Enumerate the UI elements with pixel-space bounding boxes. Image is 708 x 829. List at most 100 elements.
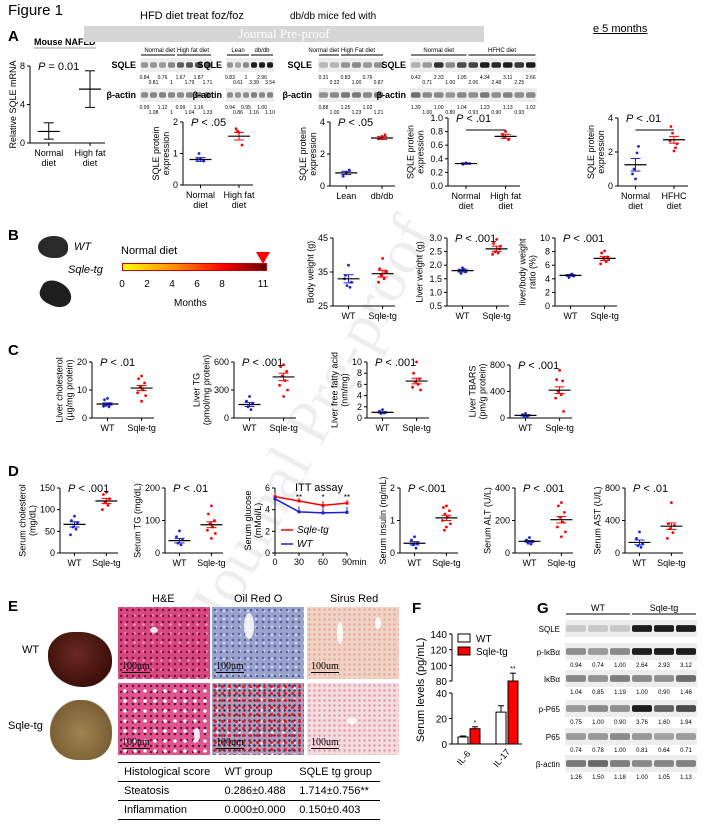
y-axis-label: Serum cholesterol	[17, 484, 27, 557]
blot-band	[186, 62, 193, 68]
y-tick-label: 8	[545, 247, 550, 257]
y-tick-label: 150	[40, 483, 55, 493]
series-line-Sqle-tg	[274, 495, 348, 507]
histology-sqle-tg-oil-red-o: 100um	[212, 683, 304, 755]
endpoint-marker-icon	[256, 252, 270, 264]
data-point	[377, 280, 380, 284]
blot-quant-value: 0.83	[341, 75, 351, 81]
p-symbol: P	[456, 113, 464, 125]
data-point	[278, 383, 281, 387]
blot-quant-value: 1	[245, 75, 248, 81]
blot-membrane	[565, 728, 697, 745]
p-value: P < .001	[563, 233, 604, 245]
blot-title-2: db/db mice fed with	[290, 11, 377, 22]
blot-band	[204, 62, 211, 68]
figure-title: Figure 1	[8, 2, 64, 19]
y-tick-label: 8	[20, 61, 25, 71]
table-header-row: Histological score WT group SQLE tg grou…	[118, 762, 380, 782]
data-point	[179, 543, 183, 547]
blot-quant-value: 1.00	[636, 775, 648, 781]
x-tick-label: WT	[173, 558, 187, 568]
p-value-text: < .01	[463, 113, 491, 125]
y-tick-label: 0	[441, 740, 447, 751]
data-point	[178, 529, 181, 533]
mouse-nafld-label: Mouse NAFLD	[34, 37, 96, 49]
blot-band	[251, 62, 257, 68]
p-value: P < .01	[173, 483, 208, 495]
blot-band	[445, 62, 455, 68]
blot-band	[177, 92, 184, 98]
blot-band	[330, 92, 339, 98]
data-point	[449, 522, 452, 526]
data-point	[297, 510, 301, 514]
blot-group-label: High fat diet	[177, 48, 209, 54]
significance-marker: **	[344, 493, 350, 502]
data-point	[491, 252, 494, 256]
data-point	[245, 399, 248, 403]
timeline-bar	[122, 263, 267, 271]
p-value: P < .01	[100, 357, 135, 369]
data-point	[419, 388, 422, 392]
data-point	[410, 538, 413, 542]
p-value: P < .001	[68, 483, 109, 495]
y-tick-label: 2	[545, 287, 550, 297]
x-tick-label: WT	[408, 558, 422, 568]
blot-quant-value: 0.76	[363, 75, 373, 81]
blot-band	[341, 92, 350, 98]
blot-band	[363, 92, 372, 98]
y-tick-label: 0	[82, 413, 87, 423]
data-point	[144, 394, 148, 397]
blot-quant-value: 1	[170, 110, 173, 116]
x-tick-label: Normal	[186, 190, 215, 200]
blot-band	[610, 675, 630, 682]
y-axis-label: (pmol/mg protein)	[201, 355, 211, 426]
blot-quant-value: 1.10	[265, 110, 275, 116]
y-axis-label: (nm/mg)	[340, 373, 350, 407]
data-point	[672, 149, 676, 153]
blot-band	[445, 92, 455, 98]
x-tick-label: Normal	[451, 191, 480, 201]
x-tick-label: High fat	[223, 190, 255, 200]
sqle-tg-liver-photo	[50, 700, 112, 760]
blot-band	[654, 648, 674, 655]
y-tick-label: 1	[173, 149, 178, 159]
blot-quant-value: 0.90	[658, 690, 670, 696]
y-axis-label: Liver weight (g)	[414, 241, 424, 303]
blot-band	[468, 92, 478, 98]
blot-band	[566, 760, 586, 767]
data-point	[600, 251, 603, 255]
y-tick-label: 25	[318, 301, 328, 311]
p-value: P < .05	[338, 117, 373, 129]
scale-bar: 100um	[216, 737, 244, 749]
blot-quant-value: 0.61	[233, 80, 243, 86]
x-tick-label: WT	[633, 558, 647, 568]
y-tick-label: 4	[357, 391, 362, 401]
data-point	[382, 277, 386, 281]
y-axis-label: Body weight (g)	[306, 241, 316, 304]
blot-quant-value: 1.00	[614, 748, 626, 754]
blot-quant-value: 0.99	[176, 105, 186, 111]
data-point	[175, 535, 178, 539]
y-tick-label: 6	[545, 260, 550, 270]
y-tick-label: 6	[357, 379, 362, 389]
data-point	[495, 237, 498, 241]
blot-band	[141, 92, 148, 98]
y-tick-label: 0	[320, 181, 325, 191]
blot-band	[150, 62, 157, 68]
y-axis-label: (mMol/L)	[253, 503, 263, 539]
y-axis-label: Liver free fatty acid	[330, 352, 340, 428]
data-point	[105, 490, 108, 494]
data-point	[213, 519, 216, 522]
data-point	[445, 504, 448, 508]
panel-label-f: F	[412, 600, 422, 617]
x-tick-label: diet	[667, 201, 682, 211]
wt-liver-photo	[48, 632, 112, 687]
y-tick-label: 0.8	[430, 127, 443, 137]
y-tick-label: 20	[77, 357, 87, 367]
p-value-text: < .01	[107, 357, 135, 369]
x-tick-label: High fat	[74, 148, 106, 158]
blot-band	[159, 92, 166, 98]
blot-band	[588, 675, 608, 682]
y-tick-label: 0	[608, 181, 613, 191]
y-tick-label: 1.5	[429, 274, 442, 284]
